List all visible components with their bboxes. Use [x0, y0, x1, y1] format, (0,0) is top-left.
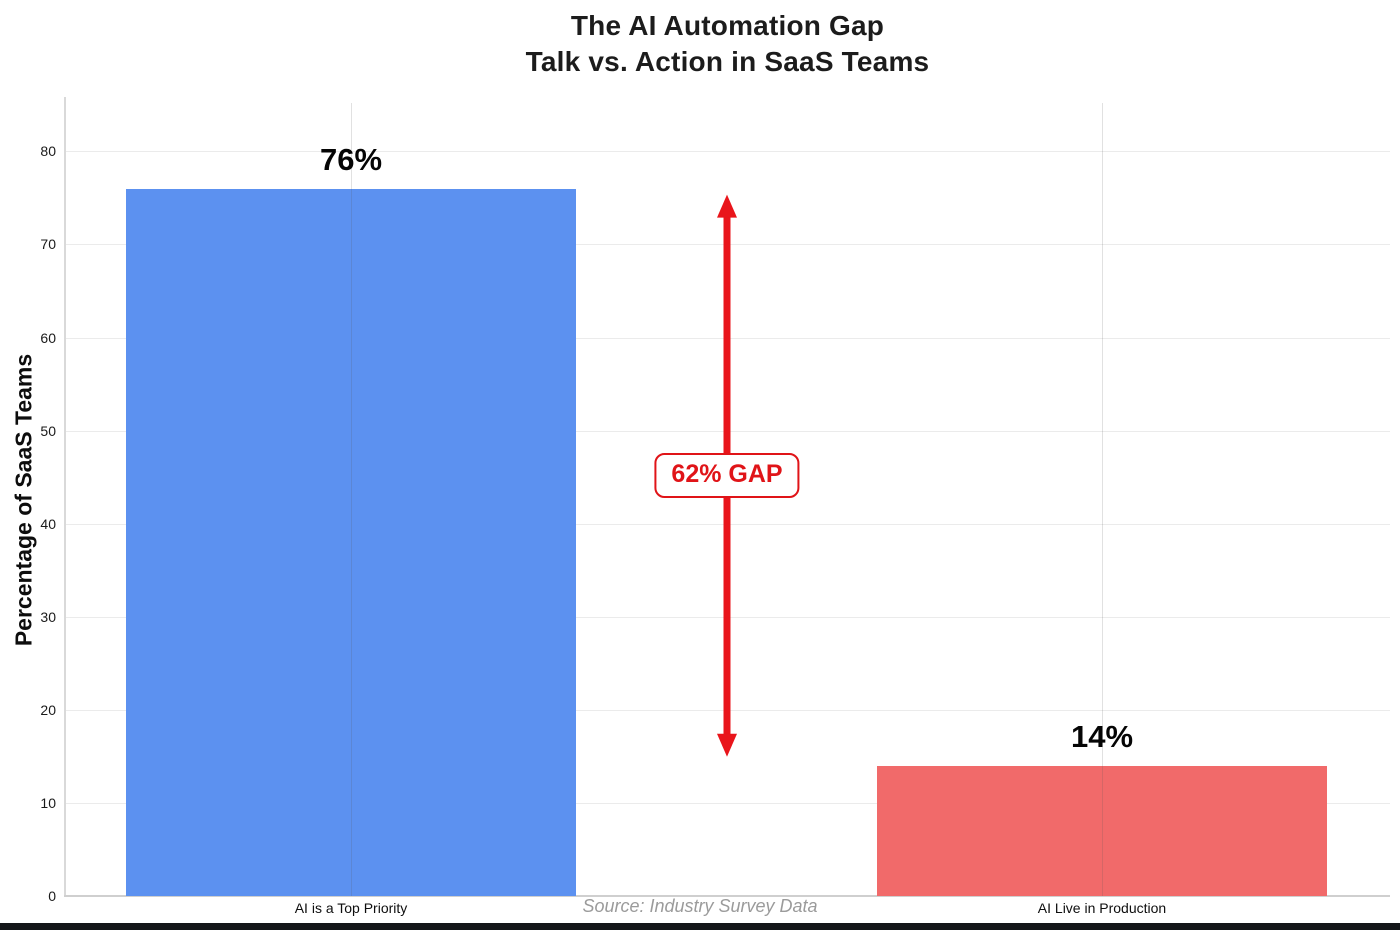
- bar-ai-live-production: [877, 765, 1327, 896]
- y-tick-label-50: 50: [40, 422, 56, 439]
- hgrid-line-80: [65, 151, 1390, 153]
- y-tick-label-30: 30: [40, 608, 56, 625]
- y-axis-label: Percentage of SaaS Teams: [10, 353, 37, 647]
- y-tick-label-70: 70: [40, 236, 56, 253]
- chart-title-line2: Talk vs. Action in SaaS Teams: [525, 46, 930, 77]
- hgrid-line-10: [65, 802, 1390, 804]
- y-tick-label-40: 40: [40, 515, 56, 532]
- bottom-border-strip: [0, 923, 1400, 930]
- bar-ai-top-priority: [126, 188, 576, 896]
- y-tick-label-20: 20: [40, 701, 56, 718]
- chart-title: The AI Automation Gap Talk vs. Action in…: [65, 8, 1390, 80]
- y-tick-label-10: 10: [40, 794, 56, 811]
- chart-title-line1: The AI Automation Gap: [570, 10, 885, 41]
- gap-arrow: [717, 194, 737, 757]
- vertical-gridline-left: [351, 103, 352, 896]
- value-label-priority: 76%: [319, 141, 383, 177]
- vertical-gridline-right: [1102, 103, 1103, 896]
- value-label-production: 14%: [1070, 718, 1134, 754]
- gap-label: 62% GAP: [654, 453, 800, 498]
- plot-area: 0 10 20 30 40 50 60 70 80 76% 14% 62% GAP AI is …: [40, 97, 1390, 916]
- y-axis-line: [64, 97, 66, 896]
- y-tick-label-80: 80: [40, 143, 56, 160]
- category-label-priority: AI is a Top Priority: [294, 900, 408, 916]
- y-tick-label-60: 60: [40, 329, 56, 346]
- x-axis-baseline: [64, 895, 1390, 897]
- source-note: Source: Industry Survey Data: [582, 896, 818, 916]
- y-tick-label-0: 0: [48, 888, 56, 904]
- category-label-production: AI Live in Production: [1037, 900, 1167, 916]
